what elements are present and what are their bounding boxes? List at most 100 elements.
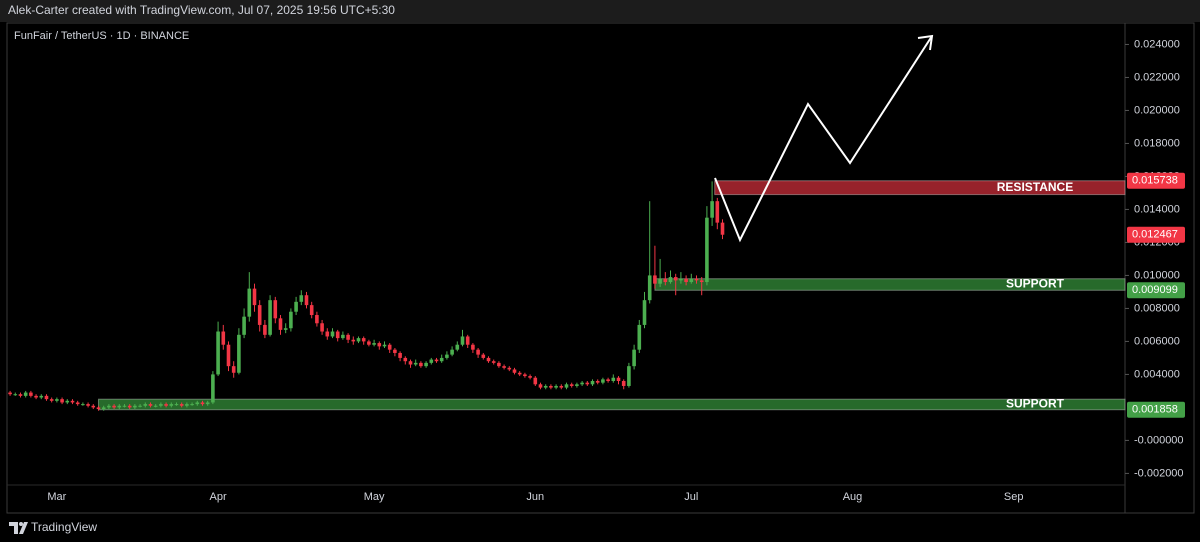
- y-tick-label: 0.024000: [1134, 38, 1180, 50]
- candle-body: [81, 404, 85, 406]
- zone-price-label: 0.009099: [1132, 284, 1178, 296]
- candle-body: [309, 305, 314, 316]
- candle-body: [23, 392, 28, 396]
- brand-logo-dot: [19, 522, 23, 526]
- candle-body: [29, 392, 33, 396]
- brand-logo: [9, 522, 28, 534]
- candle-body: [642, 300, 647, 325]
- candle-body: [237, 334, 241, 373]
- y-tick-label: 0.008000: [1134, 302, 1180, 314]
- candle-body: [91, 405, 96, 408]
- candle-body: [491, 361, 496, 363]
- candle-body: [481, 354, 486, 358]
- candle-body: [647, 275, 652, 301]
- candle-body: [299, 295, 304, 302]
- candle-body: [569, 384, 574, 386]
- candle-body: [143, 404, 148, 406]
- candle-body: [616, 377, 621, 382]
- candle-body: [257, 305, 262, 325]
- candle-body: [590, 381, 595, 385]
- candle-body: [699, 280, 704, 283]
- candle-body: [263, 324, 267, 335]
- candle-body: [372, 343, 376, 345]
- candle-body: [668, 277, 673, 283]
- candle-body: [575, 384, 579, 386]
- candle-body: [34, 395, 38, 398]
- candle-body: [127, 405, 132, 408]
- candle-body: [465, 336, 470, 345]
- y-tick-label: 0.006000: [1134, 335, 1180, 347]
- candle-body: [65, 400, 70, 403]
- zone: [714, 180, 1126, 196]
- candle-body: [611, 377, 616, 382]
- candle-body: [315, 315, 319, 324]
- zone-price-tag: [1127, 172, 1185, 189]
- candle-body: [658, 278, 662, 284]
- credit: Alek-Carter created with TradingView.com…: [8, 3, 395, 17]
- chart-frame: [6, 22, 1195, 514]
- candle-body: [75, 402, 80, 405]
- candle-body: [18, 394, 23, 396]
- x-tick-label: Jul: [684, 491, 698, 503]
- candle-body: [8, 392, 12, 395]
- last-price-label: 0.012467: [1132, 229, 1178, 241]
- candle-body: [538, 384, 543, 388]
- candle-body: [403, 357, 408, 362]
- y-tick-label: -0.000000: [1134, 434, 1184, 446]
- x-tick-label: May: [364, 491, 385, 503]
- candle-body: [200, 402, 205, 405]
- candle-body: [60, 399, 64, 403]
- candle-body: [689, 278, 694, 283]
- candle-body: [330, 331, 335, 337]
- candle-body: [122, 405, 127, 407]
- candle-body: [497, 362, 501, 367]
- candle-body: [434, 359, 439, 362]
- y-tick-label: -0.002000: [1134, 467, 1184, 479]
- zone-price-label: 0.001858: [1132, 404, 1178, 416]
- candle-body: [429, 359, 434, 363]
- candle-body: [96, 407, 101, 410]
- x-tick-label: Aug: [843, 491, 863, 503]
- candle-body: [627, 366, 631, 386]
- candle-body: [445, 354, 449, 358]
- zone-label: SUPPORT: [1006, 277, 1065, 291]
- symbol-title: FunFair / TetherUS · 1D · BINANCE: [14, 30, 189, 42]
- candle-body: [356, 338, 361, 342]
- candle-body: [211, 374, 215, 403]
- zone-price-tag: [1127, 282, 1185, 299]
- candle-body: [49, 399, 54, 401]
- candle-body: [679, 278, 683, 281]
- y-tick-label: 0.018000: [1134, 137, 1180, 149]
- candle-body: [507, 367, 512, 370]
- candle-body: [554, 385, 558, 388]
- candle-body: [606, 379, 610, 382]
- candle-body: [476, 349, 480, 355]
- candle-body: [242, 316, 246, 335]
- candle-body: [55, 399, 59, 401]
- candle-body: [107, 405, 111, 408]
- candle-body: [460, 336, 465, 345]
- candle-body: [413, 362, 418, 365]
- projection-path: [714, 35, 933, 243]
- candle-body: [221, 331, 226, 345]
- candle-body: [543, 385, 548, 388]
- candle-body: [346, 334, 350, 340]
- zone-price-tag: [1127, 401, 1185, 418]
- candle-body: [216, 331, 220, 375]
- candle-body: [226, 344, 231, 367]
- candle-body: [231, 366, 236, 373]
- candle-body: [398, 352, 402, 358]
- candle-body: [190, 404, 194, 406]
- candle-body: [715, 201, 720, 223]
- candle-body: [195, 402, 200, 405]
- candle-body: [159, 404, 163, 406]
- candle-body: [720, 222, 725, 235]
- price-axis: 0.0240000.0220000.0200000.0180000.016000…: [1125, 38, 1185, 479]
- projection-arrowhead: [917, 34, 934, 51]
- candle-body: [710, 201, 714, 218]
- candle-body: [179, 404, 184, 406]
- candle-body: [133, 405, 137, 408]
- y-tick-label: 0.020000: [1134, 104, 1180, 116]
- candle-body: [595, 381, 600, 383]
